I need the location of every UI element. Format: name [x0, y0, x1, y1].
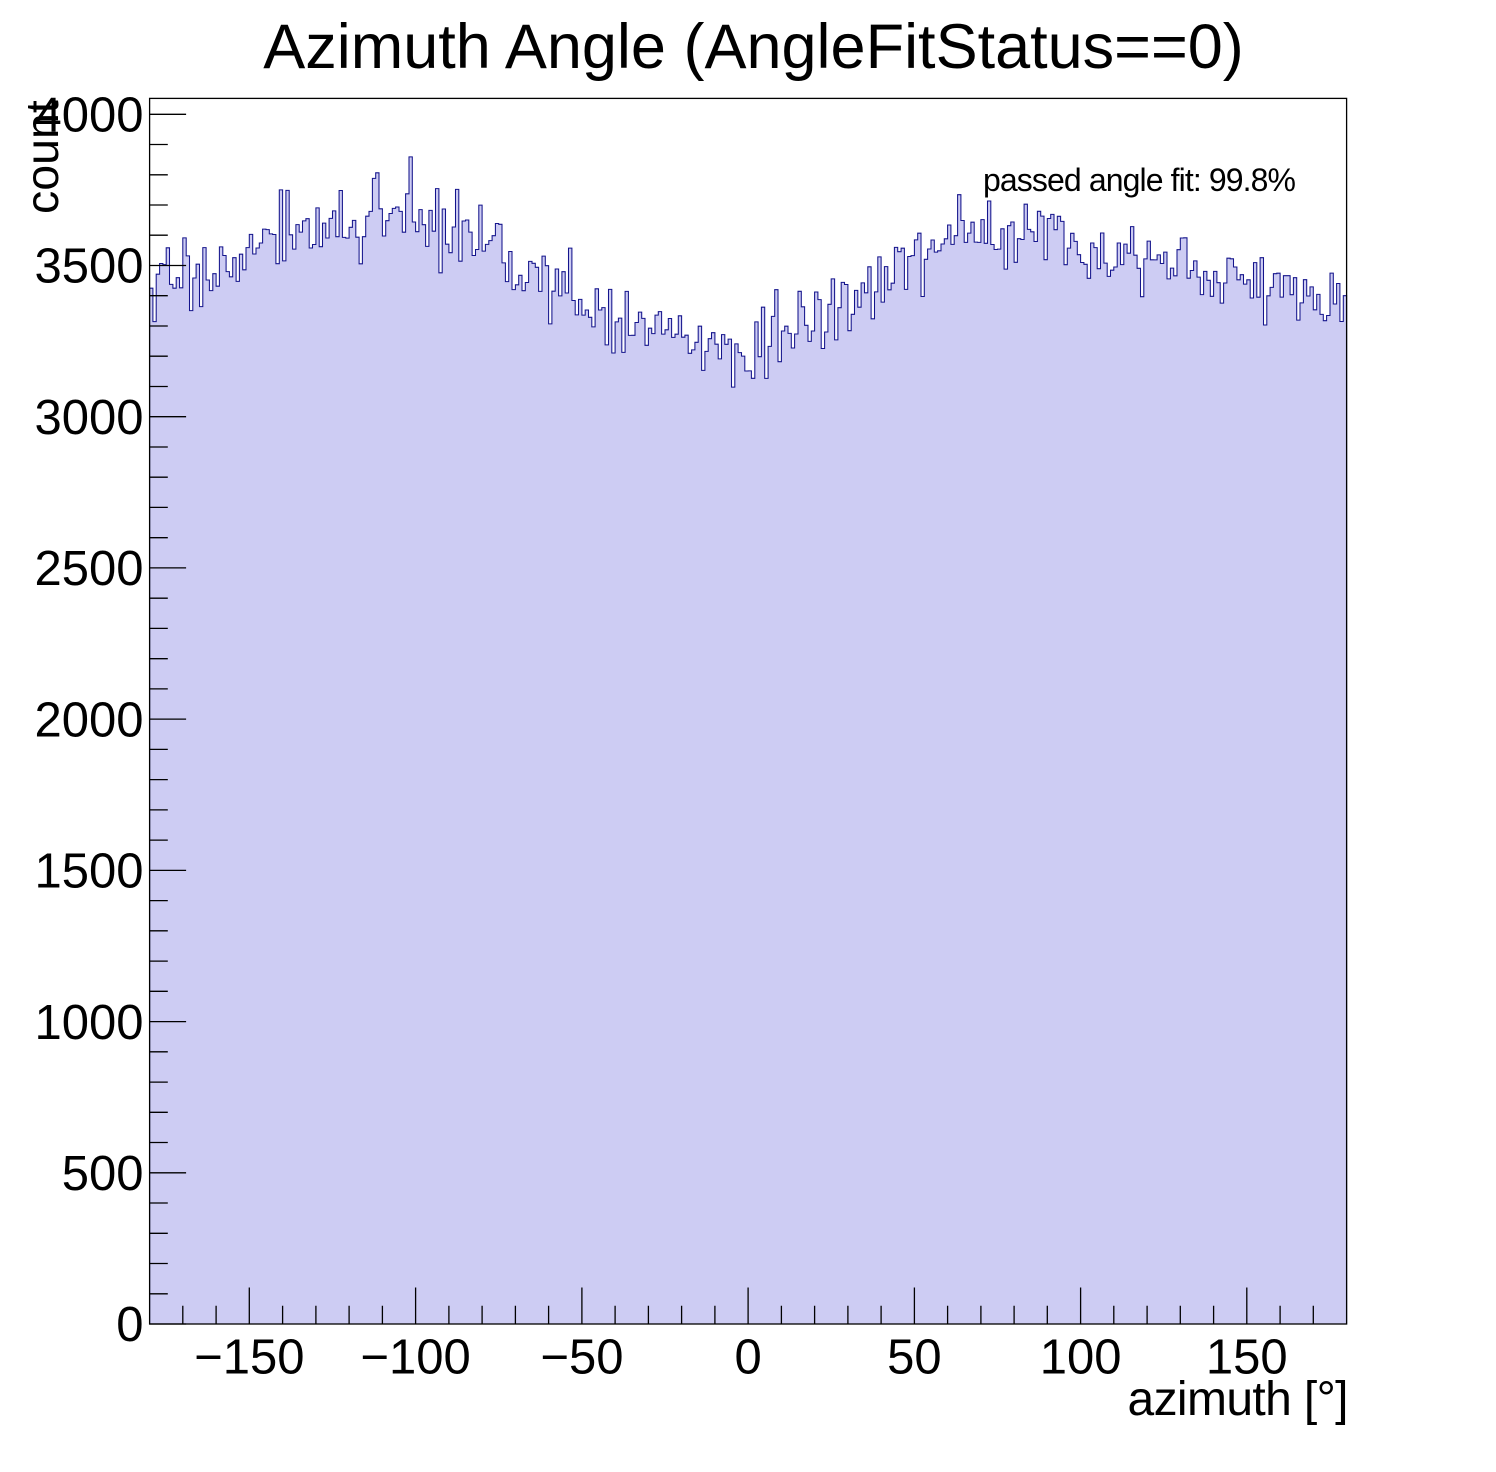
svg-text:count: count — [16, 100, 68, 214]
svg-text:−50: −50 — [540, 1331, 623, 1385]
svg-text:50: 50 — [887, 1331, 942, 1385]
svg-text:4000: 4000 — [34, 89, 143, 143]
svg-text:−150: −150 — [194, 1331, 304, 1385]
svg-text:1000: 1000 — [34, 996, 143, 1050]
svg-text:3000: 3000 — [34, 391, 143, 445]
svg-text:−100: −100 — [360, 1331, 470, 1385]
svg-text:2000: 2000 — [34, 693, 143, 747]
svg-text:azimuth [°]: azimuth [°] — [1128, 1373, 1349, 1426]
svg-text:2500: 2500 — [34, 542, 143, 596]
svg-text:150: 150 — [1206, 1331, 1288, 1385]
svg-text:passed angle fit: 99.8%: passed angle fit: 99.8% — [983, 162, 1296, 198]
svg-text:0: 0 — [734, 1331, 761, 1385]
svg-text:1500: 1500 — [34, 845, 143, 899]
svg-text:100: 100 — [1040, 1331, 1122, 1385]
svg-text:Azimuth Angle (AngleFitStatus=: Azimuth Angle (AngleFitStatus==0) — [263, 12, 1244, 82]
svg-text:500: 500 — [62, 1147, 144, 1201]
svg-text:3500: 3500 — [34, 240, 143, 294]
svg-text:0: 0 — [116, 1298, 143, 1352]
